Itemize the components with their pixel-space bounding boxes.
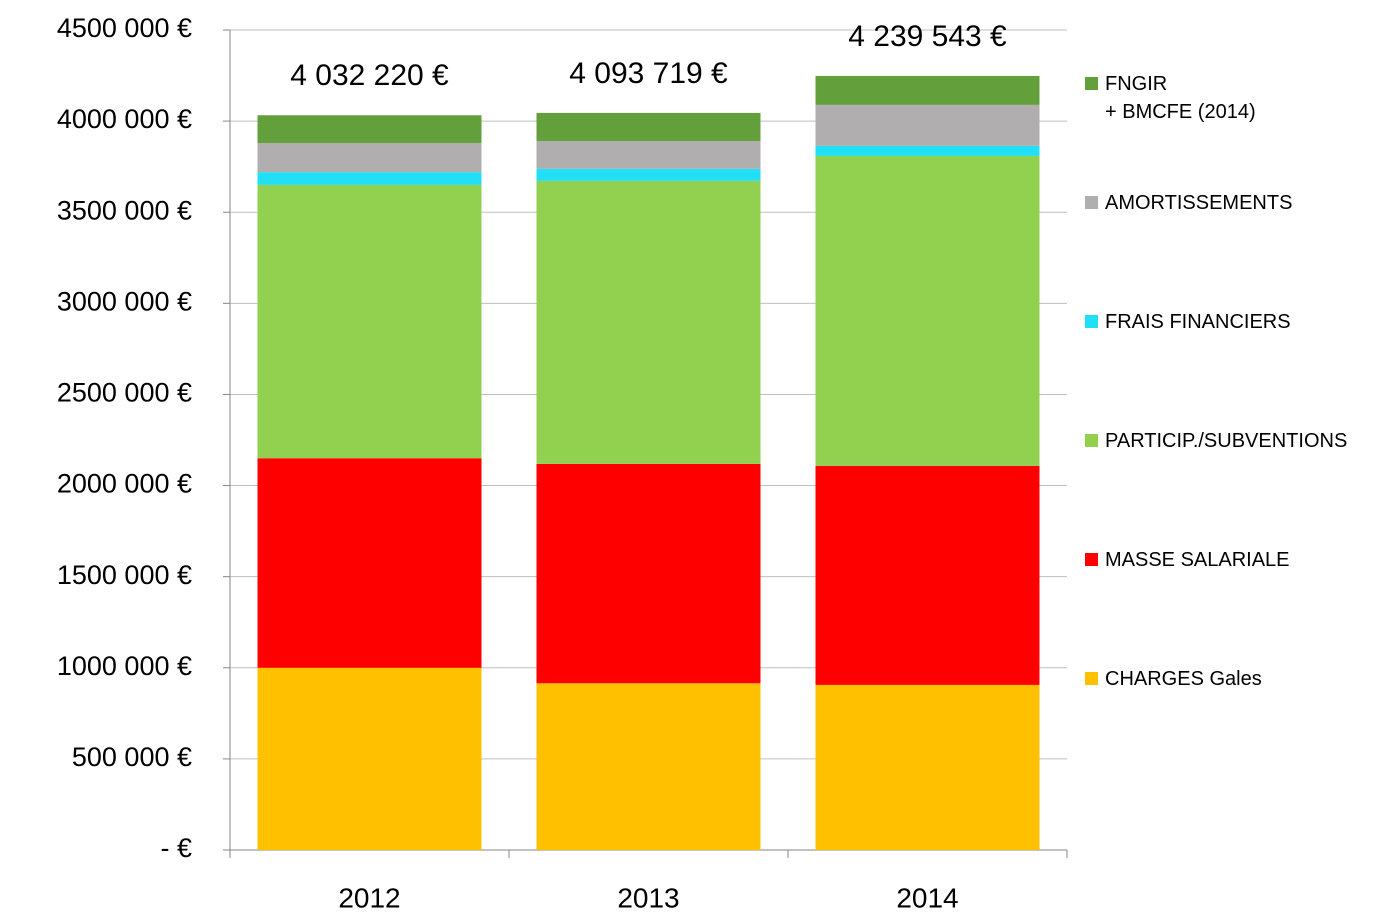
y-tick-label: 3000 000 € (57, 286, 192, 316)
legend-swatch (1085, 77, 1098, 90)
legend-label: PARTICIP./SUBVENTIONS (1105, 430, 1348, 452)
legend-label: MASSE SALARIALE (1105, 549, 1290, 571)
bar-segment (536, 112, 761, 141)
total-label: 4 093 719 € (569, 57, 728, 90)
bar-segment (536, 168, 761, 181)
legend-entry: MASSE SALARIALE (1085, 546, 1290, 574)
bar-segment (257, 115, 482, 143)
y-tick-label: 2500 000 € (57, 378, 192, 408)
bar-segment (536, 140, 761, 169)
x-tick-label: 2012 (338, 882, 400, 913)
y-tick-label: 3500 000 € (57, 195, 192, 225)
legend-label: AMORTISSEMENTS (1105, 192, 1293, 214)
total-label: 4 239 543 € (848, 20, 1007, 53)
bar-segment (257, 458, 482, 668)
y-tick-label: 2000 000 € (57, 469, 192, 499)
bar-segment (536, 180, 761, 464)
legend-swatch (1085, 672, 1098, 685)
bar-segment (815, 684, 1040, 850)
y-tick-label: - € (160, 833, 192, 863)
bar-segment (257, 184, 482, 459)
legend-swatch (1085, 315, 1098, 328)
legend-entry: CHARGES Gales (1085, 665, 1262, 693)
bar-segment (257, 172, 482, 185)
y-tick-label: 4000 000 € (57, 104, 192, 134)
legend-label: FRAIS FINANCIERS (1105, 311, 1291, 333)
bar-segment (536, 683, 761, 850)
total-label: 4 032 220 € (290, 59, 449, 92)
legend-entry: AMORTISSEMENTS (1085, 189, 1292, 217)
y-tick-label: 1500 000 € (57, 560, 192, 590)
x-tick-label: 2014 (896, 882, 958, 913)
bar-segment (815, 145, 1040, 156)
legend-entry: PARTICIP./SUBVENTIONS (1085, 427, 1347, 455)
legend-entry: FRAIS FINANCIERS (1085, 308, 1291, 336)
legend-swatch (1085, 196, 1098, 209)
y-tick-label: 500 000 € (72, 742, 192, 772)
bar-segment (815, 75, 1040, 105)
y-tick-label: 1000 000 € (57, 651, 192, 681)
bar-segment (815, 155, 1040, 466)
y-tick-label: 4500 000 € (57, 13, 192, 43)
bar-segment (257, 667, 482, 850)
legend-swatch (1085, 434, 1098, 447)
bar-segment (815, 465, 1040, 685)
legend-label: CHARGES Gales (1105, 668, 1262, 690)
legend-entry: FNGIR + BMCFE (2014) (1085, 70, 1256, 126)
bar-segment (536, 463, 761, 684)
bar-segment (257, 142, 482, 173)
x-tick-label: 2013 (617, 882, 679, 913)
legend-swatch (1085, 553, 1098, 566)
legend-label: FNGIR + BMCFE (2014) (1105, 73, 1256, 123)
bar-segment (815, 104, 1040, 146)
